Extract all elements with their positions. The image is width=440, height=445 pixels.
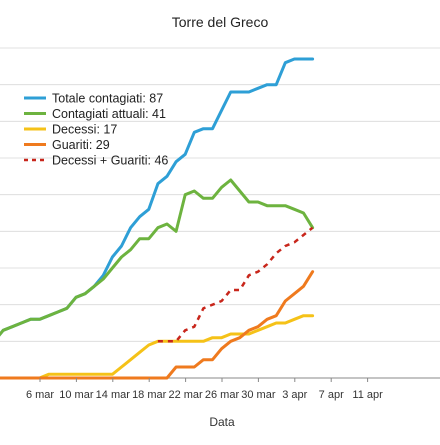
x-tick-labels: 6 mar 10 mar 14 mar 18 mar 22 mar 26 mar 30 ma…	[26, 378, 383, 401]
x-tick-label: 22 mar	[168, 389, 203, 401]
legend-label: Contagiati attuali: 41	[52, 107, 166, 121]
x-tick-label: 26 mar	[205, 389, 240, 401]
x-axis-label: Data	[209, 415, 235, 429]
x-tick-label: 10 mar	[59, 389, 94, 401]
series-line-4	[157, 226, 314, 343]
legend-label: Decessi + Guariti: 46	[52, 154, 168, 168]
x-tick-label: 14 mar	[96, 389, 131, 401]
x-tick-label: 3 apr	[282, 389, 307, 401]
grid-lines	[0, 47, 440, 379]
series-line-1	[0, 178, 315, 337]
chart-title: Torre del Greco	[172, 14, 269, 30]
legend-label: Guariti: 29	[52, 138, 110, 152]
x-tick-label: 18 mar	[132, 389, 167, 401]
x-tick-label: 7 apr	[319, 389, 344, 401]
x-tick-label: 6 mar	[26, 389, 54, 401]
legend-label: Decessi: 17	[52, 123, 117, 137]
x-tick-label: 30 mar	[241, 389, 276, 401]
x-tick-label: 11 apr	[352, 389, 383, 401]
legend-label: Totale contagiati: 87	[52, 92, 163, 106]
